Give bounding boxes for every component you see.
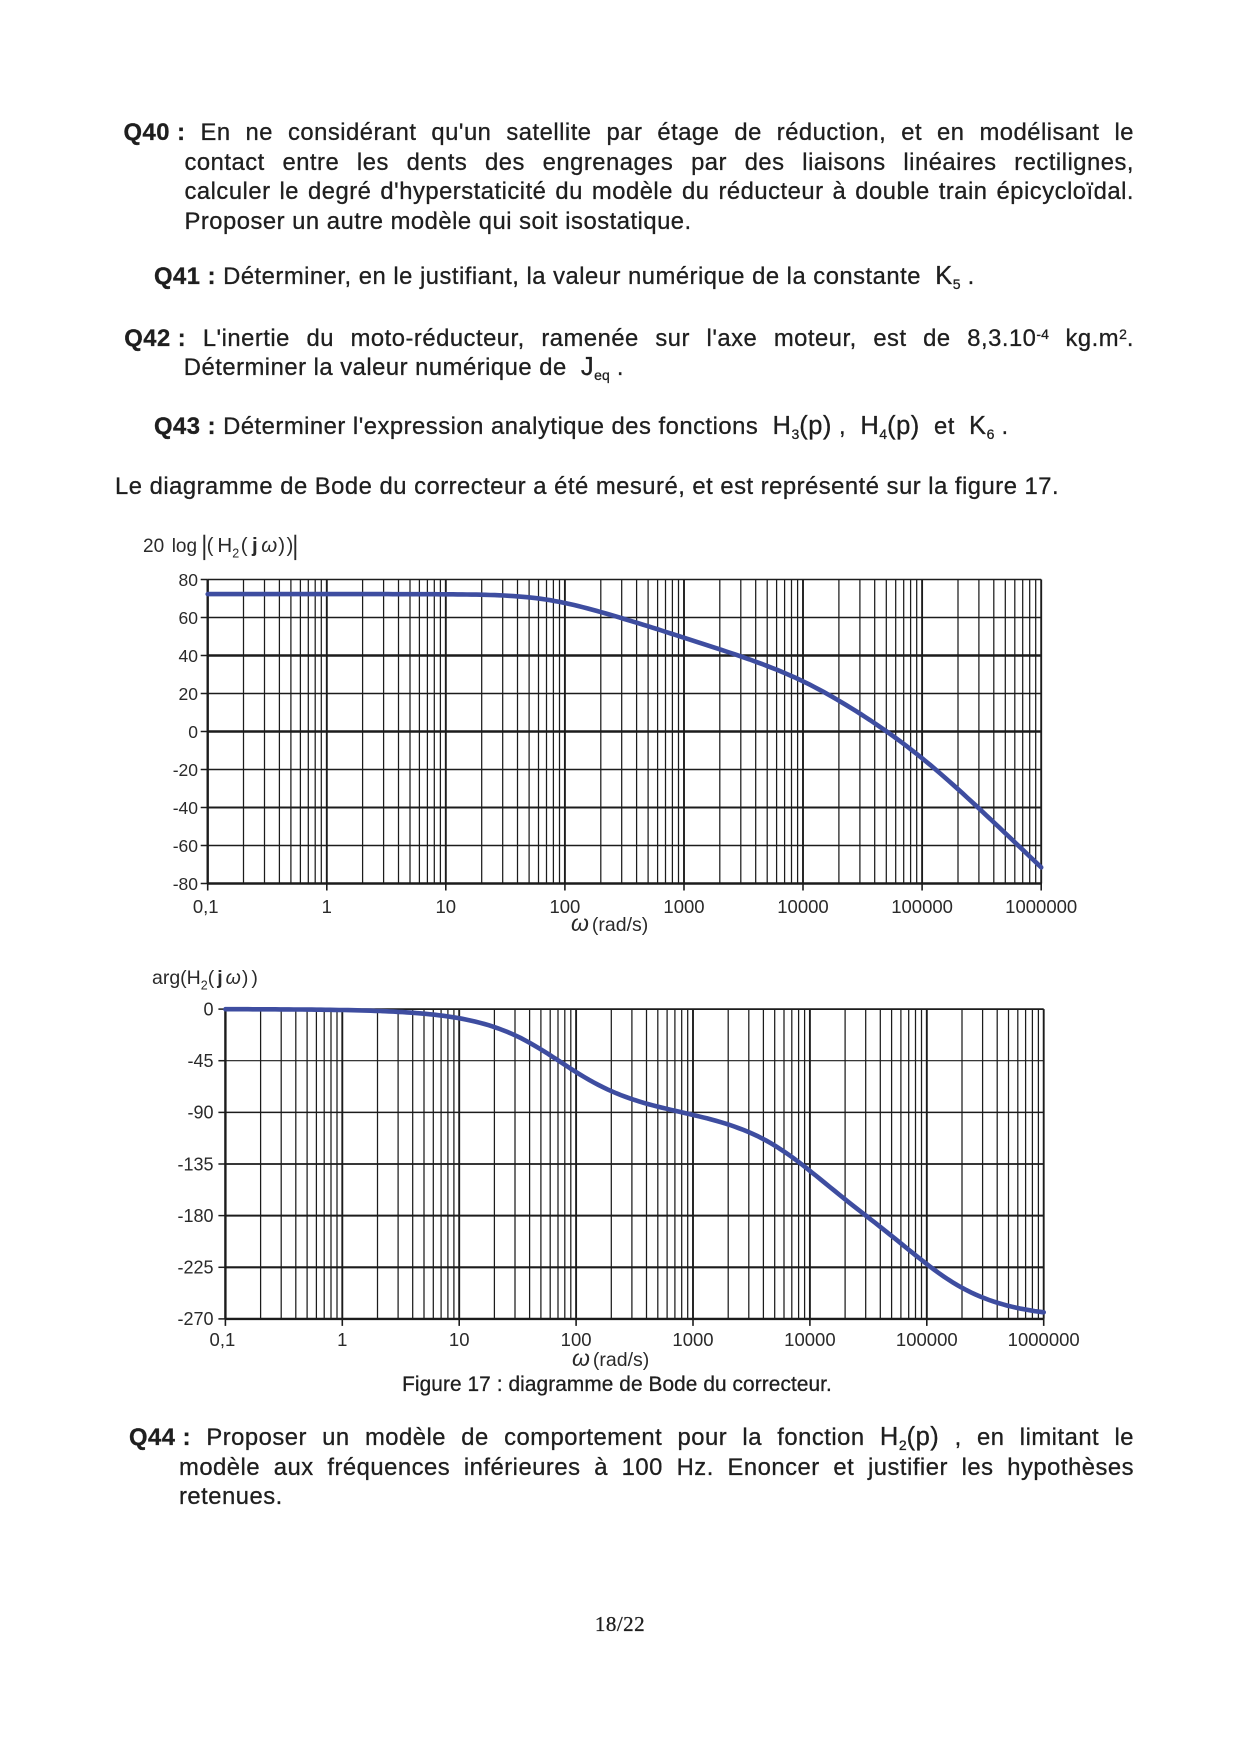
svg-text:0,1: 0,1 <box>210 1329 236 1350</box>
svg-text:1000: 1000 <box>663 896 704 917</box>
svg-text:(H2(jω)): (H2(j ω)) <box>207 534 294 561</box>
svg-text:0: 0 <box>188 722 198 742</box>
svg-text:40: 40 <box>179 646 199 666</box>
svg-text:-60: -60 <box>173 836 199 856</box>
svg-text:ω(rad/s): ω (rad/s) <box>571 910 648 936</box>
svg-text:1000000: 1000000 <box>1008 1329 1080 1350</box>
svg-text:60: 60 <box>179 608 199 628</box>
svg-text:10: 10 <box>449 1329 470 1350</box>
svg-text:80: 80 <box>179 570 199 590</box>
svg-text:-45: -45 <box>187 1051 213 1071</box>
svg-text:arg(H2(jω)): arg(H2(j ω)) <box>152 967 258 993</box>
svg-text:0,1: 0,1 <box>193 896 219 917</box>
svg-text:-270: -270 <box>177 1309 213 1329</box>
svg-text:-80: -80 <box>173 874 199 894</box>
svg-text:1: 1 <box>337 1329 347 1350</box>
svg-text:ω(rad/s): ω (rad/s) <box>572 1345 649 1371</box>
svg-text:20 log: 20 log <box>143 536 197 557</box>
svg-text:100000: 100000 <box>896 1329 958 1350</box>
svg-text:1000000: 1000000 <box>1005 896 1077 917</box>
svg-text:1: 1 <box>322 896 332 917</box>
svg-text:-20: -20 <box>173 760 199 780</box>
svg-text:-135: -135 <box>177 1154 213 1174</box>
svg-text:-90: -90 <box>187 1103 213 1123</box>
svg-text:-180: -180 <box>177 1206 213 1226</box>
svg-text:-225: -225 <box>177 1258 213 1278</box>
svg-text:10: 10 <box>436 896 457 917</box>
svg-text:100000: 100000 <box>891 896 953 917</box>
svg-text:1000: 1000 <box>672 1329 713 1350</box>
svg-text:20: 20 <box>179 684 199 704</box>
svg-text:-40: -40 <box>173 798 199 818</box>
svg-text:0: 0 <box>203 999 213 1019</box>
svg-text:10000: 10000 <box>784 1329 835 1350</box>
svg-text:100: 100 <box>561 1329 592 1350</box>
svg-text:100: 100 <box>549 896 580 917</box>
svg-text:10000: 10000 <box>777 896 828 917</box>
